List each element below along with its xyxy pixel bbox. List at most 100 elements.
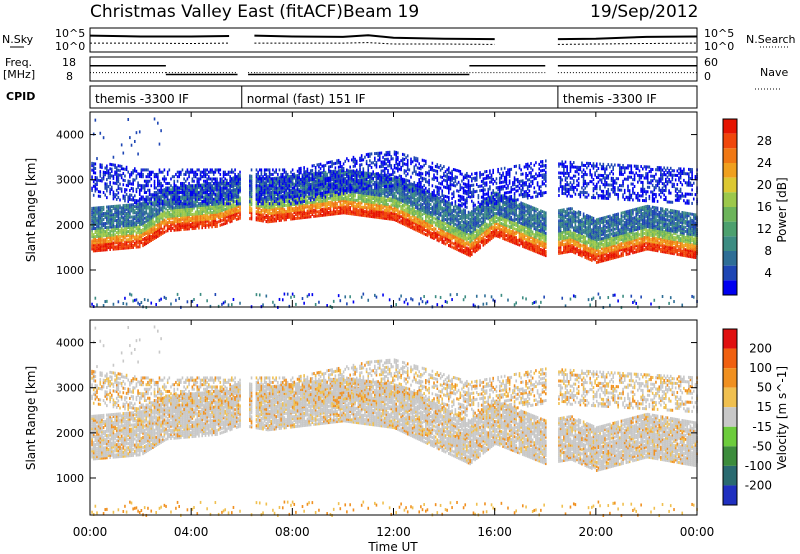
power-cell — [199, 206, 202, 210]
power-cell — [168, 214, 171, 218]
power-cell — [255, 204, 258, 208]
power-cell — [148, 237, 151, 241]
power-cell — [306, 211, 309, 215]
power-cell — [209, 190, 212, 194]
power-cell — [132, 196, 134, 200]
power-cell — [365, 171, 368, 175]
power-cell — [129, 203, 131, 207]
power-cell — [165, 223, 167, 227]
power-cell — [107, 235, 110, 239]
power-cell — [124, 222, 126, 226]
power-cell — [267, 193, 269, 197]
power-cell — [339, 176, 342, 180]
power-cell — [155, 223, 157, 227]
power-cell — [132, 217, 134, 221]
power-cell — [206, 184, 208, 188]
power-cell — [278, 168, 281, 172]
power-cell — [194, 188, 197, 192]
power-cell — [369, 175, 371, 179]
power-cell — [334, 169, 337, 173]
power-cell — [99, 179, 102, 183]
station-title: Christmas Valley East (fitACF) — [90, 2, 343, 22]
power-cell — [102, 211, 105, 215]
power-cell — [231, 177, 233, 181]
power-cell — [232, 217, 235, 221]
power-cell — [199, 203, 202, 207]
power-cell — [129, 246, 131, 250]
power-cell — [268, 188, 271, 192]
power-cell — [194, 222, 197, 226]
power-cell — [306, 183, 309, 187]
power-cell — [250, 176, 253, 180]
power-cell — [216, 192, 218, 196]
power-cell — [323, 171, 325, 175]
power-cell — [138, 197, 141, 201]
power-cell — [227, 188, 230, 192]
power-cell — [157, 184, 159, 188]
power-cell — [316, 171, 319, 175]
power-cell — [385, 157, 388, 161]
power-cell — [206, 195, 208, 199]
power-cell — [203, 219, 205, 223]
power-cell — [392, 207, 394, 211]
power-cell — [148, 215, 151, 219]
power-cell — [375, 160, 378, 164]
power-cell — [163, 179, 166, 183]
power-cell — [273, 195, 276, 199]
power-cell — [99, 238, 102, 242]
power-cell — [115, 212, 118, 216]
power-cell — [314, 204, 317, 208]
power-cell — [293, 199, 296, 203]
power-cell — [181, 211, 184, 215]
power-cell — [184, 215, 187, 219]
power-cell — [157, 177, 159, 181]
power-cell — [303, 205, 305, 209]
power-cell — [293, 182, 296, 186]
power-cell — [137, 199, 139, 203]
power-cell — [304, 183, 307, 187]
power-cell — [308, 185, 310, 189]
power-cell — [115, 188, 118, 192]
power-cell — [206, 213, 208, 217]
power-cell — [184, 221, 187, 225]
power-cell — [97, 218, 100, 222]
power-cell — [232, 188, 235, 192]
power-cell — [96, 178, 98, 182]
power-cell — [250, 186, 253, 190]
power-cell — [229, 212, 231, 216]
power-cell — [226, 188, 228, 192]
power-cell — [181, 195, 184, 199]
power-cell — [135, 217, 138, 221]
power-cell — [115, 197, 118, 201]
power-cell — [212, 181, 215, 185]
power-cell — [221, 215, 223, 219]
power-cell — [160, 188, 162, 192]
power-cell — [194, 226, 197, 230]
power-cell — [395, 194, 397, 198]
power-cell — [119, 164, 121, 168]
power-cell — [186, 184, 189, 188]
power-cell — [91, 239, 93, 243]
power-cell — [157, 204, 159, 208]
power-cell — [285, 188, 287, 192]
power-cell — [201, 203, 204, 207]
power-cell — [201, 170, 204, 174]
power-cell — [101, 224, 103, 228]
power-cell — [175, 214, 177, 218]
power-cell — [281, 200, 284, 204]
power-cell — [207, 175, 210, 179]
power-cell — [137, 221, 139, 225]
power-cell — [298, 188, 301, 192]
power-cell — [171, 214, 174, 218]
power-cell — [106, 244, 108, 248]
power-cell — [316, 204, 319, 208]
power-cell — [281, 208, 284, 212]
power-cell — [138, 218, 141, 222]
power-cell — [101, 232, 103, 236]
power-cell — [176, 175, 179, 179]
power-cell — [193, 190, 195, 194]
power-cell — [138, 220, 141, 224]
power-cell — [370, 184, 373, 188]
power-cell — [175, 210, 177, 214]
power-cell — [309, 190, 312, 194]
